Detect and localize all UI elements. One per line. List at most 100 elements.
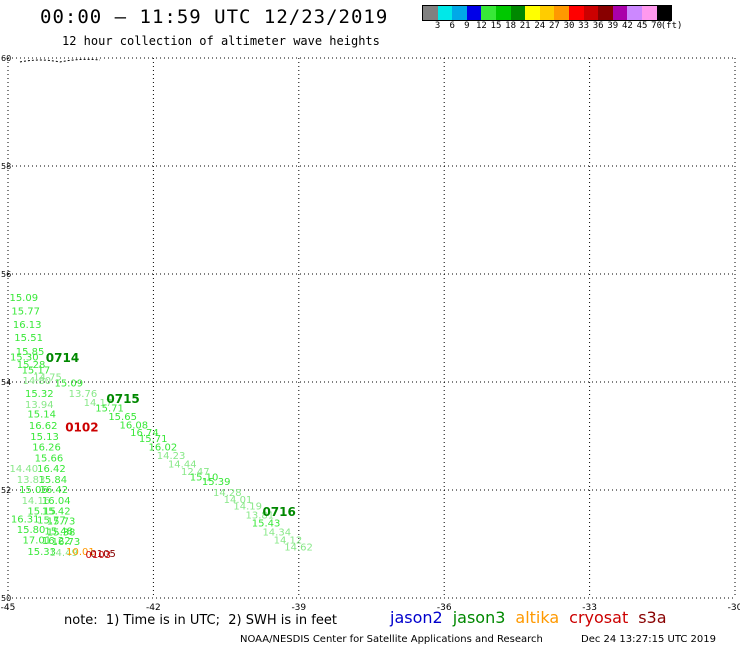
lat-tick-label: 60 — [1, 54, 11, 63]
swh-label: 15.39 — [202, 477, 231, 488]
swh-label: 0105 — [90, 549, 115, 560]
swh-label: 14.80 — [23, 376, 52, 387]
swh-label: 14.34 — [262, 527, 291, 538]
color-scale-label: 36 — [592, 21, 604, 31]
pass-time-label: 0714 — [46, 351, 79, 365]
swh-label: 16.42 — [37, 464, 66, 475]
swh-label: 15.28 — [17, 360, 46, 371]
swh-label: 14.44 — [168, 459, 197, 470]
color-swatch-13 — [612, 6, 628, 20]
coastline-fragment — [19, 58, 101, 63]
swh-label: 15.33 — [27, 547, 56, 558]
color-swatch-12 — [598, 6, 613, 20]
lon-tick-label: -30 — [728, 603, 740, 613]
lon-tick-label: -36 — [437, 603, 452, 613]
color-scale-label: 12 — [475, 21, 487, 31]
color-scale-label: 18 — [505, 21, 517, 31]
swh-label: 15.43 — [252, 519, 281, 530]
color-swatch-10 — [568, 6, 584, 20]
swh-label: 15.42 — [42, 506, 71, 517]
color-scale-legend — [422, 5, 673, 21]
pass-time-label: 0716 — [262, 505, 295, 519]
color-scale-label: 6 — [449, 21, 455, 31]
swh-label: 14.62 — [284, 542, 313, 553]
swh-label: 0103 — [86, 550, 111, 561]
color-scale-label: 9 — [464, 21, 470, 31]
color-scale-unit: (ft) — [660, 21, 683, 31]
swh-label: 15.77 — [11, 307, 40, 318]
color-scale-label: 45 — [636, 21, 648, 31]
satellite-altika: altika — [515, 608, 560, 627]
color-swatch-14 — [627, 6, 642, 20]
swh-label: 15.73 — [47, 517, 76, 528]
swh-label: 15.32 — [25, 389, 54, 400]
swh-label: 10.01 — [66, 547, 95, 558]
lon-tick-label: -45 — [1, 603, 16, 613]
pass-time-label: 0102 — [65, 421, 98, 435]
color-swatch-11 — [583, 6, 599, 20]
swh-label: 15.38 — [47, 527, 76, 538]
swh-label: 15.84 — [39, 475, 68, 486]
swh-label: 16.62 — [29, 421, 58, 432]
color-scale-labels: 3 6 9 12 15 18 21 24 27 30 33 36 39 42 45 70 (ft) — [422, 21, 740, 35]
swh-label: 16.74 — [130, 428, 159, 439]
swh-label: 13.81 — [245, 511, 274, 522]
color-swatch-3 — [466, 6, 482, 20]
swh-label: 15.13 — [30, 432, 59, 443]
color-scale-label: 70 — [651, 21, 663, 31]
swh-label: 15.85 — [16, 347, 45, 358]
swh-label: 16.31 — [11, 514, 40, 525]
lon-tick-label: -42 — [146, 603, 161, 613]
swh-label: 15.65 — [108, 412, 137, 423]
satellite-jason3: jason3 — [452, 608, 506, 627]
swh-label: 14.19 — [233, 501, 262, 512]
lat-tick-label: 50 — [1, 594, 11, 603]
swh-label: 14.23 — [157, 451, 186, 462]
swh-label: 15.09 — [55, 378, 84, 389]
color-swatch-6 — [510, 6, 526, 20]
swh-label: 14.49 — [49, 548, 78, 559]
swh-label: 17.01 — [23, 535, 52, 546]
color-swatch-1 — [437, 6, 453, 20]
color-scale-label: 15 — [490, 21, 502, 31]
color-swatch-0 — [423, 6, 438, 20]
color-scale-label: 39 — [607, 21, 619, 31]
swh-label: 16.22 — [42, 536, 71, 547]
swh-label: 13.76 — [69, 389, 98, 400]
color-swatch-2 — [452, 6, 467, 20]
color-swatch-15 — [641, 6, 657, 20]
color-swatch-4 — [481, 6, 496, 20]
swh-label: 15.77 — [37, 515, 66, 526]
swh-label: 13.83 — [17, 475, 46, 486]
satellite-cryosat: cryosat — [569, 608, 629, 627]
swh-label: 16.42 — [40, 485, 69, 496]
map-title: 00:00 – 11:59 UTC 12/23/2019 — [40, 6, 389, 28]
credit-text: NOAA/NESDIS Center for Satellite Applica… — [240, 634, 543, 645]
swh-label: 16.26 — [32, 443, 61, 454]
swh-label: 14.12 — [274, 535, 303, 546]
swh-label: 16.13 — [13, 320, 42, 331]
swh-label: 14.17 — [84, 398, 113, 409]
color-scale-label: 42 — [621, 21, 633, 31]
coastline-path — [19, 58, 101, 63]
swh-label: 14.40 — [9, 464, 38, 475]
swh-label: 14.16 — [22, 496, 51, 507]
color-swatch-8 — [539, 6, 555, 20]
color-swatch-9 — [554, 6, 569, 20]
swh-label: 13.94 — [25, 400, 54, 411]
swh-label: 16.08 — [119, 420, 148, 431]
swh-label: 15.80 — [17, 525, 46, 536]
graticule-grid — [7, 57, 736, 599]
swh-value-labels: 15.09 15.77 16.13 15.51 15.8515.3015.2815.17… — [9, 293, 312, 561]
lat-tick-label: 58 — [1, 162, 11, 171]
pass-time-label: 0715 — [106, 392, 139, 406]
swh-label: 15.17 — [22, 365, 51, 376]
color-scale-label: 30 — [563, 21, 575, 31]
axis-labels: 60 58 56 54 52 50-45 -42 -39 -36 -33 -30 — [1, 54, 740, 613]
color-scale-label: 27 — [548, 21, 560, 31]
lon-tick-label: -39 — [291, 603, 306, 613]
swh-label: 15.14 — [27, 410, 56, 421]
swh-label: 15.51 — [14, 333, 43, 344]
lat-tick-label: 54 — [1, 378, 11, 387]
